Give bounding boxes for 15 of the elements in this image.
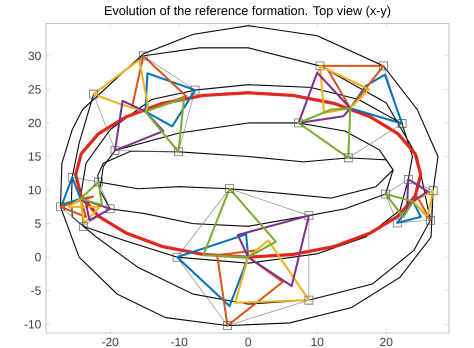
y-tick-label: 5 [35, 219, 41, 228]
y-tick-label: 10 [28, 186, 41, 194]
y-tick-label: 0 [35, 252, 41, 262]
y-tick-label: -10 [24, 320, 41, 329]
x-tick-label: 10 [311, 338, 324, 346]
y-tick-label: 20 [28, 118, 41, 128]
x-tick-label: -20 [102, 338, 118, 346]
y-tick-label: -5 [31, 286, 41, 295]
y-tick-label: 15 [28, 152, 41, 161]
y-tick-label: 30 [28, 52, 41, 60]
chart-title: Evolution of the reference formation. Top view (x-y) [105, 6, 390, 18]
x-tick-label: 20 [380, 338, 392, 346]
x-tick-label: -10 [171, 338, 188, 346]
x-tick-label: 0 [245, 338, 252, 346]
y-tick-label: 25 [28, 85, 41, 94]
